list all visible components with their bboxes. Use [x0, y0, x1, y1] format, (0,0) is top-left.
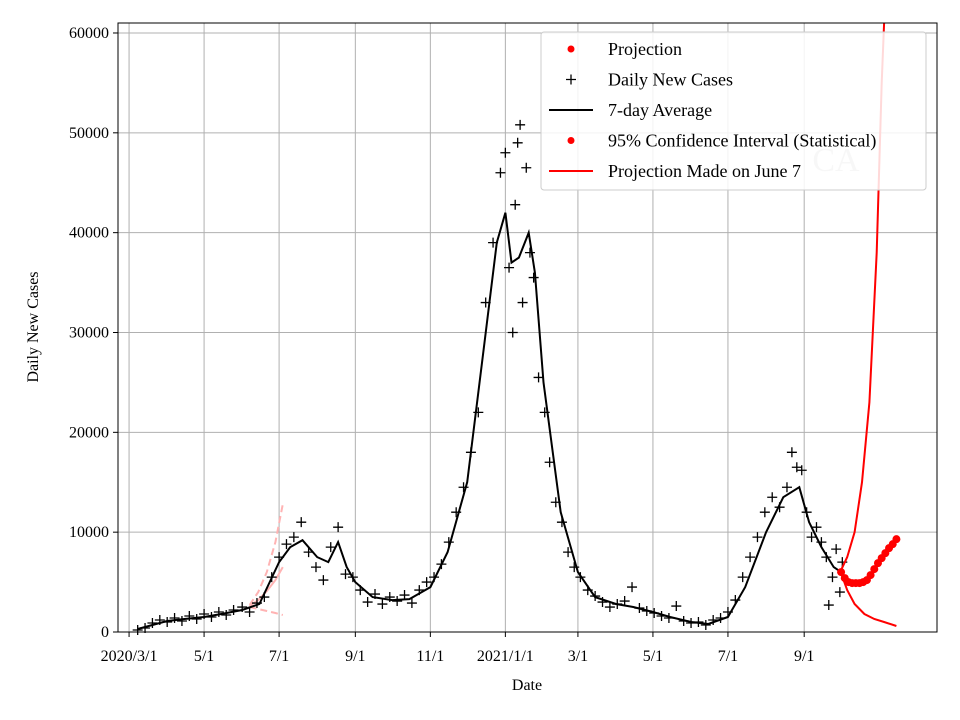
y-axis-label: Daily New Cases: [25, 271, 42, 382]
x-tick-label: 2020/3/1: [101, 648, 158, 665]
legend-marker-dot: [567, 45, 575, 53]
y-tick-label: 10000: [69, 524, 109, 541]
daily-cases-point: [834, 587, 845, 598]
daily-cases-point: [244, 607, 255, 618]
y-tick-label: 50000: [69, 125, 109, 142]
daily-cases-point: [458, 482, 469, 493]
daily-cases-point: [823, 600, 834, 611]
daily-cases-point: [132, 625, 143, 636]
legend-label: 7-day Average: [608, 100, 712, 120]
x-tick-label: 2021/1/1: [477, 648, 534, 665]
legend-label: Projection Made on June 7: [608, 161, 801, 181]
daily-cases-point: [510, 199, 521, 210]
daily-cases-point: [827, 572, 838, 583]
daily-cases-point: [495, 167, 506, 178]
daily-cases-point: [806, 532, 817, 543]
daily-cases-point: [528, 272, 539, 283]
axis-ticks: 2020/3/1 5/1 7/1 9/1 11/1 2021/1/1 3/1 5/1 7/1 9/…: [69, 25, 814, 665]
daily-cases-point: [786, 447, 797, 458]
axes-frame: [117, 22, 938, 633]
daily-cases-point: [671, 601, 682, 612]
daily-cases-point: [340, 569, 351, 580]
daily-cases-point: [521, 162, 532, 173]
x-tick-label: 7/1: [269, 648, 289, 665]
projection-point: [870, 565, 879, 574]
daily-cases-point: [362, 597, 373, 608]
x-tick-label: 5/1: [643, 648, 663, 665]
daily-cases-point: [169, 613, 180, 624]
y-tick-label: 60000: [69, 25, 109, 42]
daily-cases-point: [737, 572, 748, 583]
daily-cases-point: [700, 620, 711, 631]
projection-point: [892, 535, 901, 544]
daily-cases-point: [619, 596, 630, 607]
daily-cases-point: [221, 610, 232, 621]
x-tick-label: 3/1: [568, 648, 588, 665]
daily-cases-point: [500, 147, 511, 158]
daily-cases-point: [517, 297, 528, 308]
daily-cases-point: [296, 517, 307, 528]
x-tick-label: 7/1: [718, 648, 738, 665]
daily-cases-point: [831, 544, 842, 555]
x-tick-label: 11/1: [416, 648, 444, 665]
daily-cases-point: [377, 599, 388, 610]
daily-cases-point: [811, 522, 822, 533]
daily-cases-point: [333, 522, 344, 533]
projection-point: [866, 571, 875, 580]
daily-cases-point: [288, 532, 299, 543]
legend: Projection Daily New Cases 7-day Average 95…: [540, 31, 927, 191]
daily-cases-point: [406, 598, 417, 609]
daily-cases-point: [421, 577, 432, 588]
daily-cases-point: [512, 137, 523, 148]
daily-cases-point: [176, 616, 187, 627]
legend-label: 95% Confidence Interval (Statistical): [608, 131, 876, 152]
old-projection-line: [249, 566, 284, 607]
daily-cases-point: [515, 119, 526, 130]
x-axis-label: Date: [512, 677, 542, 694]
daily-cases-point: [604, 602, 615, 613]
daily-cases-point: [524, 247, 535, 258]
legend-box: [540, 31, 927, 191]
daily-cases-point: [544, 457, 555, 468]
daily-cases-point: [627, 582, 638, 593]
plot-area: [132, 22, 901, 636]
x-tick-label: 5/1: [194, 648, 214, 665]
daily-cases-point: [569, 562, 580, 573]
daily-cases-point: [318, 575, 329, 586]
y-tick-label: 0: [101, 624, 109, 641]
legend-marker-dot: [567, 137, 575, 144]
y-tick-label: 40000: [69, 225, 109, 242]
legend-marker-plus: [566, 74, 576, 85]
old-projection-lower-bound: [249, 606, 284, 616]
daily-cases-point: [507, 327, 518, 338]
old-projection-upper-bound: [248, 504, 284, 606]
daily-cases-point: [752, 532, 763, 543]
legend-label: Projection: [608, 39, 682, 59]
daily-cases-point: [745, 552, 756, 563]
daily-cases-point: [310, 562, 321, 573]
x-tick-label: 9/1: [794, 648, 814, 665]
daily-cases-point: [325, 542, 336, 553]
ci-lower-line: [840, 572, 897, 627]
daily-cases-point: [781, 482, 792, 493]
y-tick-label: 20000: [69, 424, 109, 441]
seven-day-average-line: [137, 212, 842, 630]
legend-label: Daily New Cases: [608, 70, 733, 90]
daily-cases-point: [759, 507, 770, 518]
y-tick-label: 30000: [69, 324, 109, 341]
daily-cases-point: [147, 618, 158, 629]
daily-cases-point: [504, 262, 515, 273]
projection-point: [837, 568, 846, 577]
daily-cases-point: [281, 539, 292, 550]
daily-cases-point: [533, 372, 544, 383]
x-tick-label: 9/1: [345, 648, 365, 665]
daily-cases-point: [796, 465, 807, 476]
daily-cases-point: [767, 492, 778, 503]
daily-cases-point: [392, 596, 403, 607]
